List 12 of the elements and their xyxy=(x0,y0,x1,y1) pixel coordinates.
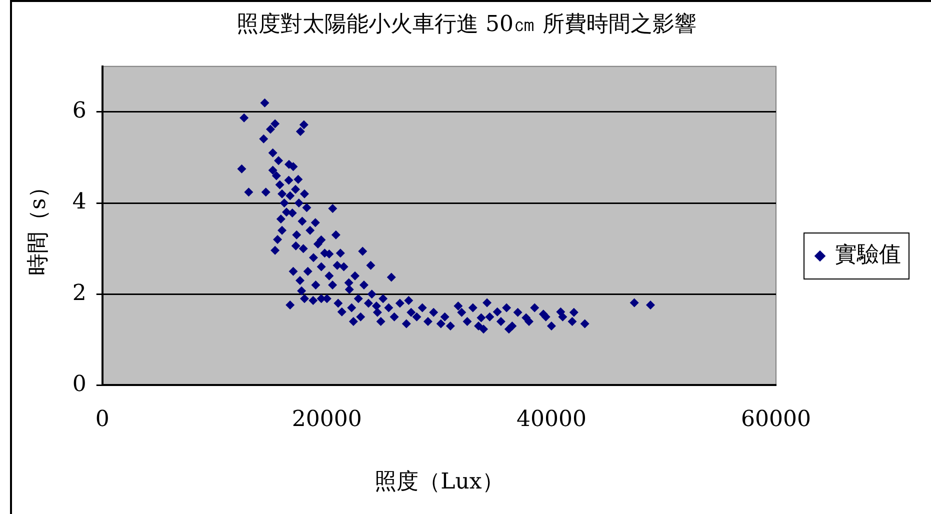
y-tick-label: 2 xyxy=(72,280,86,306)
x-axis-title: 照度（Lux） xyxy=(374,470,504,495)
x-tick-label: 60000 xyxy=(741,407,811,432)
y-tick-label: 0 xyxy=(72,372,86,397)
x-tick-label: 0 xyxy=(95,407,110,432)
chart-title: 照度對太陽能小火車行進 50㎝ 所費時間之影響 xyxy=(236,12,696,37)
y-tick-label: 6 xyxy=(72,98,86,124)
y-axis-title: 時間（s） xyxy=(26,176,51,276)
x-tick-label: 40000 xyxy=(516,407,586,432)
x-tick-label: 20000 xyxy=(292,407,362,432)
legend-label: 實驗值 xyxy=(835,242,901,268)
y-tick-label: 4 xyxy=(72,190,86,215)
